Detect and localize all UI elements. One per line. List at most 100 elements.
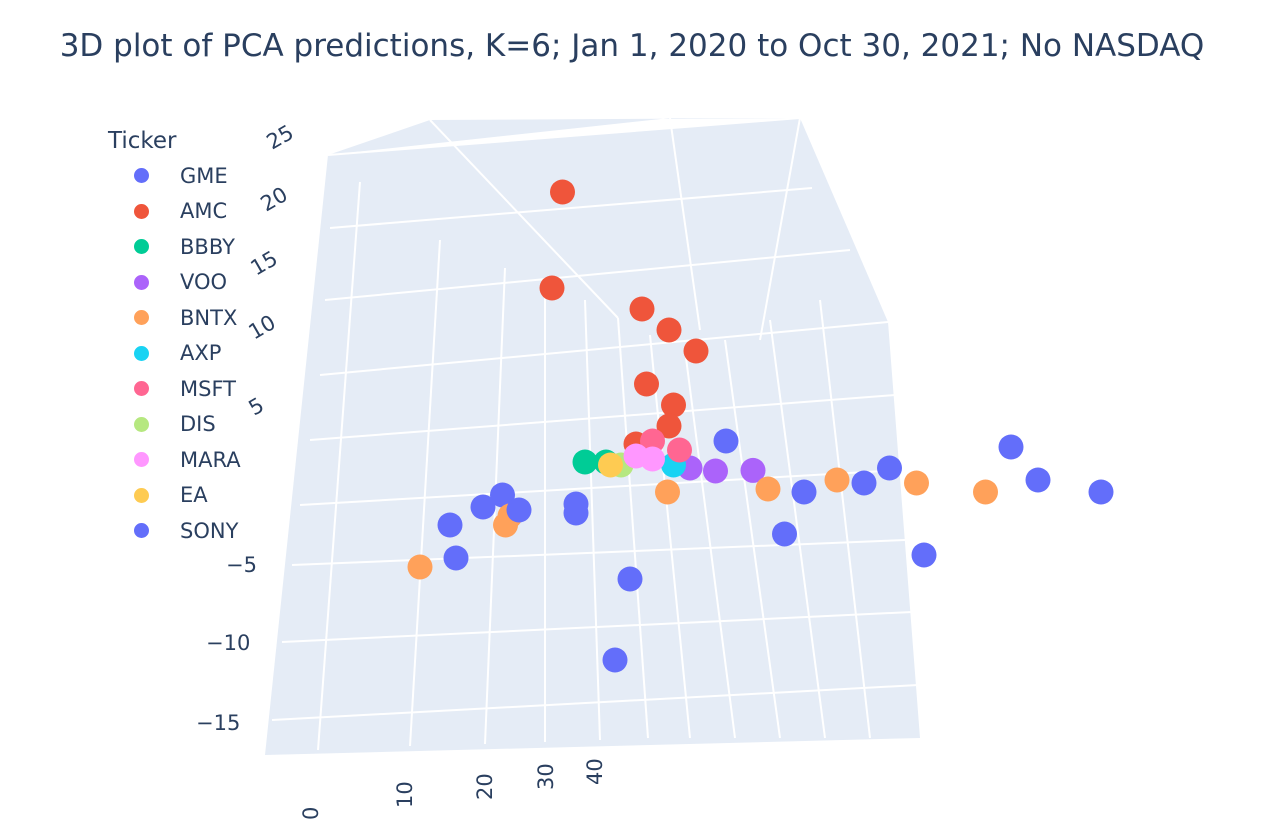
legend-item-ea[interactable]: EA	[108, 478, 241, 514]
x-tick-label: 0	[299, 807, 323, 820]
legend-item-dis[interactable]: DIS	[108, 407, 241, 443]
legend-label: MSFT	[180, 376, 236, 401]
point-amc	[661, 392, 686, 418]
chart-title: 3D plot of PCA predictions, K=6; Jan 1, …	[59, 28, 1205, 64]
data-points[interactable]	[407, 179, 1114, 673]
legend-marker-icon	[134, 452, 149, 468]
point-bbby	[572, 449, 598, 475]
point-gme	[713, 428, 739, 454]
legend-marker-icon	[134, 345, 149, 361]
grid-line-z-2	[324, 249, 851, 301]
axis-panes	[265, 118, 920, 755]
legend-label: AMC	[180, 199, 228, 224]
legend-marker-icon	[134, 523, 149, 539]
legend-item-bbby[interactable]: BBBY	[108, 229, 241, 265]
grid-line-z-4	[309, 394, 896, 441]
legend-item-voo[interactable]: VOO	[108, 265, 241, 301]
point-gme	[911, 542, 937, 568]
z-tick-label: 25	[263, 120, 298, 154]
z-tick-label: −15	[196, 711, 240, 735]
grid-line-f-2	[759, 117, 801, 341]
grid-line-z-6	[291, 539, 906, 566]
grid-line-z-5	[299, 469, 901, 506]
z-tick-label: 15	[247, 246, 282, 280]
point-msft	[667, 437, 692, 463]
point-voo	[740, 457, 766, 483]
point-bntx	[973, 479, 998, 505]
point-sony	[772, 521, 797, 547]
point-sony	[443, 545, 469, 571]
point-amc	[656, 317, 682, 343]
z-tick-label: 5	[245, 393, 269, 420]
legend-label: AXP	[180, 341, 222, 366]
x-tick-label: 10	[393, 781, 417, 808]
point-gme	[791, 479, 817, 505]
grid-line-z-8	[271, 684, 919, 721]
grid-line-v-5	[617, 317, 649, 739]
point-sony	[1088, 479, 1114, 505]
legend: Ticker GME AMC BBBY VOO BNTX AXP MSFT DIS MARA EA…	[108, 128, 241, 549]
grid-line-v-4	[584, 299, 601, 741]
legend-item-sony[interactable]: SONY	[108, 513, 241, 549]
legend-marker-icon	[134, 487, 149, 503]
point-sony	[1025, 467, 1051, 493]
point-voo	[703, 458, 728, 484]
x-tick-label: 40	[583, 758, 607, 785]
grid-lines	[271, 117, 919, 751]
point-gme	[490, 482, 515, 508]
grid-line-z-0	[327, 117, 801, 156]
legend-label: GME	[180, 163, 228, 188]
z-tick-label: −10	[206, 631, 250, 655]
legend-item-gme[interactable]: GME	[108, 158, 241, 194]
point-sony	[506, 497, 532, 523]
legend-marker-icon	[134, 381, 149, 397]
legend-label: VOO	[180, 270, 228, 295]
grid-line-z-3	[319, 321, 889, 376]
point-mara	[640, 446, 665, 472]
legend-label: EA	[180, 483, 208, 508]
legend-label: MARA	[180, 447, 241, 472]
legend-item-axp[interactable]: AXP	[108, 336, 241, 372]
point-bntx	[655, 479, 680, 505]
legend-title: Ticker	[108, 128, 177, 154]
legend-marker-icon	[134, 239, 149, 255]
legend-label: BNTX	[180, 305, 238, 330]
z-tick-label: 10	[245, 310, 280, 344]
z-tick-label: 20	[257, 182, 292, 216]
grid-line-v-0	[317, 181, 361, 751]
point-amc	[539, 275, 565, 301]
x-tick-label: 30	[534, 763, 558, 790]
top-pane	[328, 118, 800, 155]
point-bntx	[407, 554, 433, 580]
point-sony	[617, 566, 643, 592]
point-sony	[437, 512, 463, 538]
grid-line-v-7	[684, 349, 736, 739]
grid-line-v-6	[649, 334, 691, 739]
point-bntx	[755, 476, 781, 502]
point-amc	[683, 338, 709, 364]
point-amc	[629, 296, 655, 322]
legend-marker-icon	[134, 310, 149, 326]
point-gme	[998, 434, 1024, 460]
z-tick-label: −5	[226, 553, 257, 577]
x-tick-label: 20	[473, 773, 497, 800]
legend-item-mara[interactable]: MARA	[108, 442, 241, 478]
legend-item-amc[interactable]: AMC	[108, 194, 241, 230]
legend-label: DIS	[180, 412, 216, 437]
point-amc	[550, 179, 575, 205]
legend-marker-icon	[134, 203, 149, 219]
point-bntx	[904, 470, 929, 496]
back-pane	[265, 118, 920, 755]
grid-line-v-10	[819, 299, 871, 739]
grid-line-z-1	[329, 187, 813, 229]
legend-marker-icon	[134, 416, 149, 432]
legend-item-msft[interactable]: MSFT	[108, 371, 241, 407]
point-amc	[634, 371, 659, 397]
point-gme	[470, 494, 496, 520]
legend-items: GME AMC BBBY VOO BNTX AXP MSFT DIS MARA EA SONY	[108, 158, 241, 549]
point-gme	[563, 491, 589, 517]
legend-item-bntx[interactable]: BNTX	[108, 300, 241, 336]
grid-line-v-9	[769, 319, 826, 739]
point-bntx	[824, 467, 850, 493]
